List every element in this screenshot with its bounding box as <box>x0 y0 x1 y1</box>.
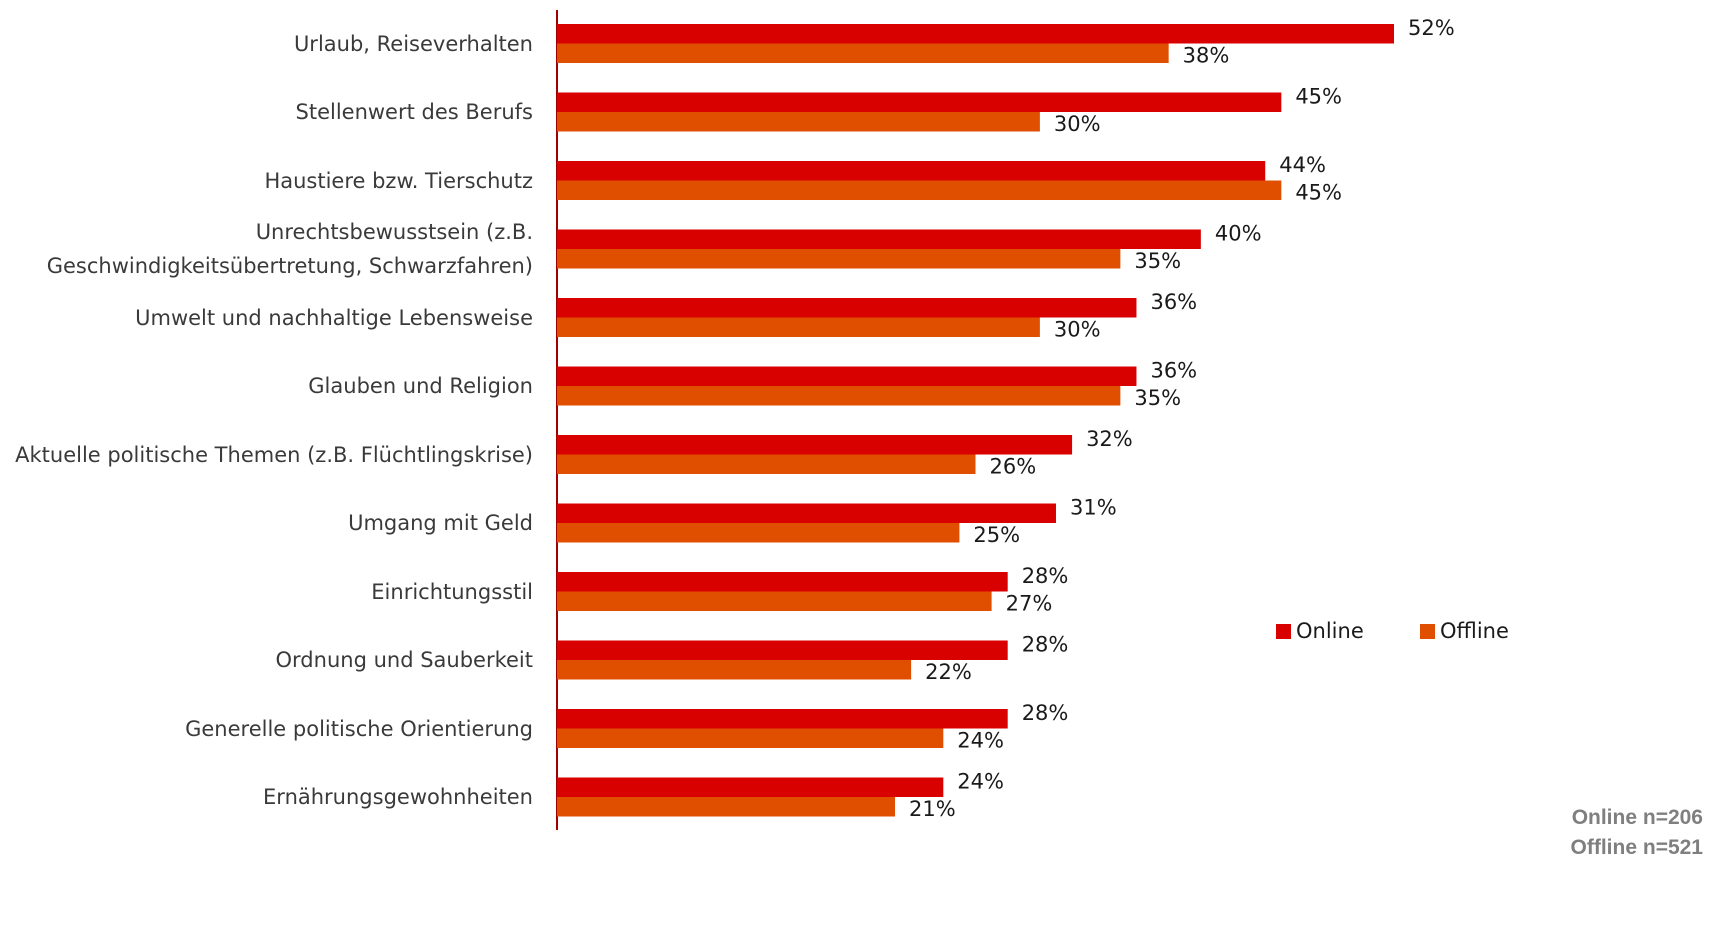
category-label: Haustiere bzw. Tierschutz <box>264 168 533 193</box>
value-label: 44% <box>1279 153 1326 177</box>
category-label: Urlaub, Reiseverhalten <box>293 31 533 56</box>
value-label: 35% <box>1134 249 1181 273</box>
bar <box>557 92 1282 112</box>
category-label: Stellenwert des Berufs <box>295 100 534 124</box>
value-label: 25% <box>973 523 1020 547</box>
value-label: 36% <box>1150 358 1197 382</box>
value-label: 32% <box>1086 427 1133 451</box>
bar <box>557 161 1266 181</box>
bar <box>557 572 1008 592</box>
value-label: 24% <box>957 728 1004 752</box>
bar <box>557 709 1008 729</box>
value-label: 30% <box>1054 112 1101 136</box>
bar <box>557 660 912 680</box>
value-label: 26% <box>990 454 1037 478</box>
category-label: Umgang mit Geld <box>348 511 533 535</box>
bar <box>557 503 1056 523</box>
value-label: 31% <box>1070 495 1117 519</box>
value-label: 52% <box>1408 16 1455 40</box>
bar <box>557 435 1073 455</box>
category-label: Einrichtungsstil <box>371 579 533 604</box>
category-label: Umwelt und nachhaltige Lebensweise <box>135 305 533 330</box>
value-label: 28% <box>1022 632 1069 656</box>
legend-swatch <box>1276 624 1291 639</box>
legend-label: Offline <box>1440 619 1509 643</box>
value-label: 40% <box>1215 221 1262 245</box>
category-label: Ordnung und Sauberkeit <box>275 648 533 672</box>
value-label: 35% <box>1134 386 1181 410</box>
value-label: 27% <box>1006 591 1053 615</box>
value-label: 24% <box>957 769 1004 793</box>
bar <box>557 728 944 748</box>
category-label: Generelle politische Orientierung <box>185 716 533 741</box>
category-label: Glauben und Religion <box>308 374 533 398</box>
category-label: Ernährungsgewohnheiten <box>263 785 533 809</box>
bar <box>557 180 1282 200</box>
legend-swatch <box>1420 624 1435 639</box>
bar <box>557 523 960 543</box>
value-label: 45% <box>1295 84 1342 108</box>
bar <box>557 298 1137 318</box>
bar <box>557 366 1137 386</box>
value-label: 22% <box>925 660 972 684</box>
value-label: 28% <box>1022 701 1069 725</box>
bar <box>557 317 1040 337</box>
bar <box>557 249 1121 269</box>
value-label: 28% <box>1022 564 1069 588</box>
annotation: Online n=206 <box>1571 806 1703 829</box>
bar <box>557 112 1040 132</box>
bar <box>557 43 1169 63</box>
bar <box>557 229 1201 249</box>
value-label: 38% <box>1183 43 1230 67</box>
bar <box>557 640 1008 660</box>
value-label: 30% <box>1054 317 1101 341</box>
bar <box>557 24 1394 44</box>
bar <box>557 777 944 797</box>
bar <box>557 591 992 611</box>
bar <box>557 386 1121 406</box>
value-label: 21% <box>909 797 956 821</box>
annotation: Offline n=521 <box>1570 836 1703 859</box>
value-label: 45% <box>1295 180 1342 204</box>
category-label: Unrechtsbewusstsein (z.B. Geschwindigkei… <box>46 220 533 278</box>
value-label: 36% <box>1150 290 1197 314</box>
legend-label: Online <box>1296 619 1364 643</box>
bar <box>557 454 976 474</box>
bar <box>557 797 896 817</box>
category-label: Aktuelle politische Themen (z.B. Flüchtl… <box>15 442 533 467</box>
